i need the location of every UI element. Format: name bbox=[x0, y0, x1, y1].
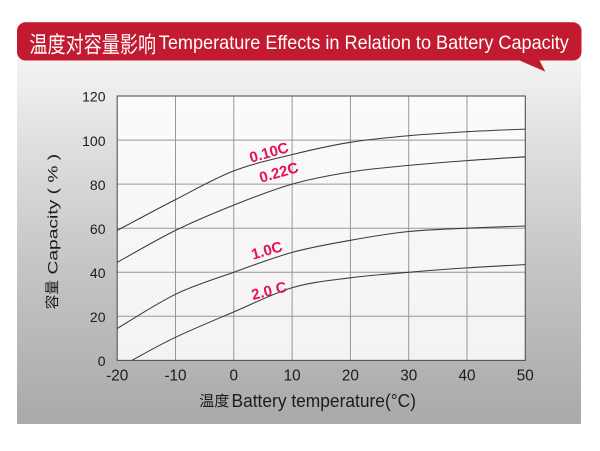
svg-text:Temperature Effects in Relatio: Temperature Effects in Relation to Batte… bbox=[159, 32, 569, 54]
svg-text:Capacity ( % ): Capacity ( % ) bbox=[44, 154, 60, 275]
svg-text:50: 50 bbox=[517, 368, 534, 385]
svg-text:Battery temperature(°C): Battery temperature(°C) bbox=[232, 390, 417, 411]
svg-text:40: 40 bbox=[90, 265, 106, 281]
svg-text:100: 100 bbox=[82, 133, 106, 149]
svg-text:80: 80 bbox=[90, 177, 106, 193]
svg-text:20: 20 bbox=[90, 309, 106, 325]
svg-text:60: 60 bbox=[90, 221, 106, 237]
svg-text:0: 0 bbox=[230, 368, 239, 385]
svg-text:10: 10 bbox=[284, 368, 301, 385]
svg-text:20: 20 bbox=[342, 368, 359, 385]
svg-text:-20: -20 bbox=[106, 368, 128, 385]
svg-text:0: 0 bbox=[98, 353, 106, 369]
svg-text:40: 40 bbox=[458, 368, 475, 385]
svg-text:30: 30 bbox=[400, 368, 417, 385]
svg-text:120: 120 bbox=[82, 89, 106, 105]
svg-text:-10: -10 bbox=[164, 368, 186, 385]
